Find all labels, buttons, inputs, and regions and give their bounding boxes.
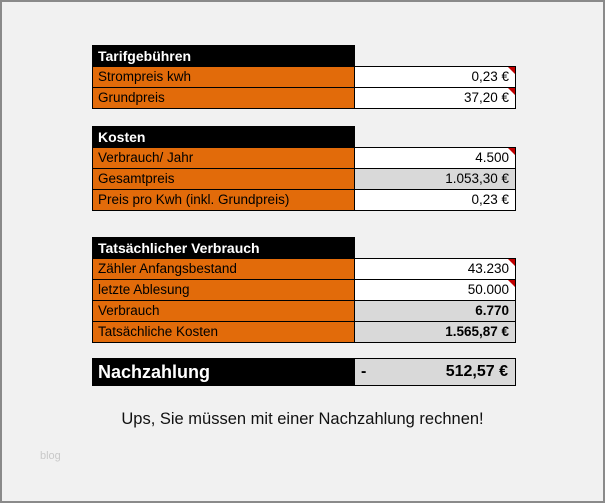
comment-marker-icon [508, 148, 515, 155]
worksheet-area: Tarifgebühren Strompreis kwh 0,23 € Grun… [92, 45, 516, 386]
comment-marker-icon [508, 259, 515, 266]
result-sign: - [361, 363, 367, 380]
table-row: Gesamtpreis 1.053,30 € [92, 168, 516, 190]
table-row: Zähler Anfangsbestand 43.230 [92, 258, 516, 280]
row-value-cell[interactable]: 0,23 € [354, 66, 516, 88]
row-value-cell[interactable]: 4.500 [354, 147, 516, 169]
cell-value: 0,23 € [471, 192, 509, 207]
row-label-cell[interactable]: Zähler Anfangsbestand [92, 258, 355, 280]
cell-value: 6.770 [475, 303, 509, 318]
result-row: Nachzahlung - 512,57 € [92, 358, 516, 386]
cell-value: 50.000 [467, 282, 509, 297]
table-row: letzte Ablesung 50.000 [92, 279, 516, 301]
row-value-cell[interactable]: 6.770 [354, 300, 516, 322]
watermark-text: blog [40, 450, 61, 462]
section-tarifgebuehren: Tarifgebühren Strompreis kwh 0,23 € Grun… [92, 45, 516, 109]
row-value-cell[interactable]: 0,23 € [354, 189, 516, 211]
table-row: Tatsächliche Kosten 1.565,87 € [92, 321, 516, 343]
table-row: Strompreis kwh 0,23 € [92, 66, 516, 88]
row-label-cell[interactable]: Verbrauch [92, 300, 355, 322]
table-row: Verbrauch 6.770 [92, 300, 516, 322]
cell-value: 4.500 [475, 150, 509, 165]
row-label-cell[interactable]: Preis pro Kwh (inkl. Grundpreis) [92, 189, 355, 211]
cell-value: 1.565,87 € [445, 324, 509, 339]
cell-value: 1.053,30 € [445, 171, 509, 186]
row-value-cell[interactable]: 1.053,30 € [354, 168, 516, 190]
row-label-cell[interactable]: Strompreis kwh [92, 66, 355, 88]
section-kosten: Kosten Verbrauch/ Jahr 4.500 Gesamtpreis… [92, 126, 516, 211]
section-header[interactable]: Tarifgebühren [92, 45, 355, 67]
cell-value: 0,23 € [471, 69, 509, 84]
row-value-cell[interactable]: 43.230 [354, 258, 516, 280]
result-label[interactable]: Nachzahlung [92, 358, 355, 386]
row-label-cell[interactable]: letzte Ablesung [92, 279, 355, 301]
comment-marker-icon [508, 280, 515, 287]
table-row: Grundpreis 37,20 € [92, 87, 516, 109]
cell-value: 43.230 [467, 261, 509, 276]
row-label-cell[interactable]: Verbrauch/ Jahr [92, 147, 355, 169]
section-header[interactable]: Tatsächlicher Verbrauch [92, 237, 355, 259]
row-value-cell[interactable]: 50.000 [354, 279, 516, 301]
cell-value: 37,20 € [463, 90, 509, 105]
section-header[interactable]: Kosten [92, 126, 355, 148]
result-amount: 512,57 € [445, 363, 508, 380]
row-value-cell[interactable]: 1.565,87 € [354, 321, 516, 343]
table-row: Preis pro Kwh (inkl. Grundpreis) 0,23 € [92, 189, 516, 211]
row-value-cell[interactable]: 37,20 € [354, 87, 516, 109]
row-label-cell[interactable]: Tatsächliche Kosten [92, 321, 355, 343]
table-row: Verbrauch/ Jahr 4.500 [92, 147, 516, 169]
result-value-cell[interactable]: - 512,57 € [354, 358, 516, 386]
comment-marker-icon [508, 88, 515, 95]
row-label-cell[interactable]: Grundpreis [92, 87, 355, 109]
section-tatsaechlicher-verbrauch: Tatsächlicher Verbrauch Zähler Anfangsbe… [92, 237, 516, 343]
message-text: Ups, Sie müssen mit einer Nachzahlung re… [121, 410, 484, 428]
row-label-cell[interactable]: Gesamtpreis [92, 168, 355, 190]
comment-marker-icon [508, 67, 515, 74]
